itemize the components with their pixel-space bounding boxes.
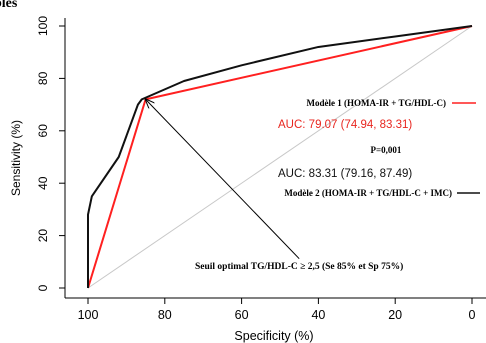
threshold-arrow (146, 99, 300, 260)
series-modele-2-line (87, 25, 473, 288)
p-value: P=0,001 (371, 145, 402, 155)
reference-diagonal (87, 25, 473, 289)
x-tick-label: 40 (311, 308, 325, 322)
x-tick-label: 60 (235, 308, 249, 322)
x-tick-label: 80 (158, 308, 172, 322)
chart-title: …bles (0, 0, 18, 11)
y-tick-label: 60 (36, 124, 50, 138)
model-2-auc: AUC: 83.31 (79.16, 87.49) (278, 168, 412, 180)
x-axis-ticks: 100 80 60 40 20 0 (78, 298, 476, 322)
y-tick-label: 40 (36, 176, 50, 190)
x-tick-label: 0 (469, 308, 476, 322)
threshold-annotation: Seuil optimal TG/HDL-C ≥ 2,5 (Se 85% et … (195, 261, 403, 272)
y-axis-ticks: 0 20 40 60 80 100 (36, 16, 65, 291)
legend-modele-1-label: Modèle 1 (HOMA-IR + TG/HDL-C) (307, 98, 446, 108)
y-tick-label: 80 (36, 71, 50, 85)
x-axis-label: Specificity (%) (234, 329, 313, 343)
model-1-auc: AUC: 79.07 (74.94, 83.31) (278, 119, 412, 131)
x-tick-label: 100 (78, 308, 99, 322)
y-tick-label: 0 (36, 284, 50, 291)
y-axis-label: Sensitivity (%) (9, 120, 23, 196)
x-tick-label: 20 (388, 308, 402, 322)
y-tick-label: 100 (36, 16, 50, 36)
legend-modele-2-label: Modèle 2 (HOMA-IR + TG/HDL-C + IMC) (284, 188, 452, 198)
y-tick-label: 20 (36, 229, 50, 243)
